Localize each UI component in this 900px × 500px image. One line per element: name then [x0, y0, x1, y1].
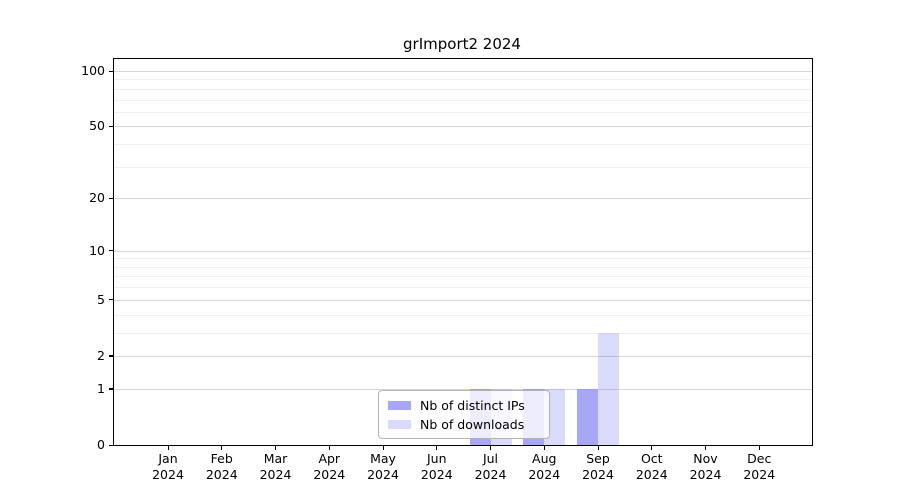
legend-item-downloads: Nb of downloads — [388, 415, 540, 434]
x-tick-mark — [221, 445, 223, 450]
minor-gridline — [114, 88, 812, 90]
minor-gridline — [114, 79, 812, 81]
y-tick-label: 5 — [97, 291, 105, 307]
y-tick-label: 50 — [89, 118, 105, 134]
x-tick-mark — [490, 445, 492, 450]
major-gridline — [114, 198, 812, 200]
minor-gridline — [114, 99, 812, 101]
minor-gridline — [114, 266, 812, 268]
x-tick-label: Jan 2024 — [152, 451, 184, 482]
y-tick-mark — [109, 299, 114, 301]
y-tick-label: 1 — [97, 380, 105, 396]
legend-swatch-downloads — [388, 420, 411, 429]
minor-gridline — [114, 314, 812, 316]
x-tick-label: Jun 2024 — [420, 451, 453, 482]
legend-label-distinct-ips: Nb of distinct IPs — [420, 398, 525, 413]
major-gridline — [114, 355, 812, 357]
x-tick-mark — [382, 445, 384, 450]
x-tick-label: Oct 2024 — [635, 451, 668, 482]
major-gridline — [114, 388, 812, 390]
x-tick-mark — [436, 445, 438, 450]
major-gridline — [114, 126, 812, 128]
minor-gridline — [114, 276, 812, 278]
y-tick-mark — [109, 250, 114, 252]
x-tick-label: Aug 2024 — [528, 451, 561, 482]
y-tick-mark — [109, 70, 114, 72]
minor-gridline — [114, 287, 812, 289]
bar-distinct-ips-sep — [577, 388, 598, 445]
legend: Nb of distinct IPs Nb of downloads — [378, 390, 550, 439]
plot-area: 100 50 20 10 5 2 1 0 Jan 2024 Feb 2024 Mar 2024 Apr… — [81, 58, 813, 482]
y-tick-label: 100 — [81, 63, 105, 78]
y-tick-mark — [109, 388, 114, 390]
major-gridline — [114, 250, 812, 252]
y-tick-label: 2 — [97, 347, 105, 363]
x-tick-label: Sep 2024 — [582, 451, 614, 482]
x-tick-mark — [597, 445, 599, 450]
minor-gridline — [114, 166, 812, 168]
y-tick-label: 0 — [97, 437, 105, 452]
legend-item-distinct-ips: Nb of distinct IPs — [388, 396, 540, 415]
y-tick-mark — [109, 355, 114, 357]
x-tick-label: Jul 2024 — [474, 451, 507, 482]
y-tick-mark — [109, 444, 114, 446]
minor-gridline — [114, 111, 812, 113]
legend-swatch-distinct-ips — [388, 401, 411, 410]
x-tick-mark — [705, 445, 707, 450]
x-tick-label: Nov 2024 — [689, 451, 722, 482]
x-tick-label: Feb 2024 — [205, 451, 238, 482]
x-tick-mark — [543, 445, 545, 450]
y-tick-label: 20 — [89, 190, 105, 206]
minor-gridline — [114, 258, 812, 260]
x-tick-mark — [167, 445, 169, 450]
minor-gridline — [114, 144, 812, 146]
x-tick-label: Apr 2024 — [313, 451, 346, 482]
y-tick-mark — [109, 197, 114, 199]
minor-gridline — [114, 332, 812, 334]
x-tick-label: May 2024 — [367, 451, 399, 482]
x-tick-mark — [651, 445, 653, 450]
x-tick-mark — [758, 445, 760, 450]
x-tick-label: Dec 2024 — [743, 451, 776, 482]
legend-label-downloads: Nb of downloads — [420, 417, 525, 432]
y-tick-mark — [109, 125, 114, 128]
x-tick-mark — [275, 445, 277, 450]
major-gridline — [114, 299, 812, 301]
chart-title: grImport2 2024 — [403, 35, 521, 53]
x-tick-mark — [328, 445, 330, 450]
x-tick-label: Mar 2024 — [259, 451, 292, 482]
bar-downloads-sep — [598, 332, 619, 445]
y-tick-label: 10 — [89, 242, 105, 258]
major-gridline — [114, 71, 812, 72]
